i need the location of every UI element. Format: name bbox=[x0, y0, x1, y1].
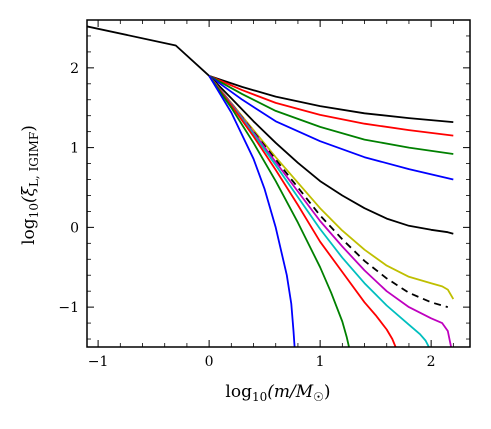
y-tick-label: 0 bbox=[70, 220, 79, 236]
series-line-11 bbox=[208, 75, 350, 347]
series-line-2 bbox=[208, 74, 454, 137]
x-tick-label: 0 bbox=[205, 354, 214, 370]
tick-layer: −1 0 1 2 −1 0 1 2 bbox=[58, 20, 470, 370]
x-tick-label: 2 bbox=[427, 354, 436, 370]
series-line-10 bbox=[208, 75, 397, 347]
series-line-3 bbox=[208, 75, 454, 155]
x-axis-label: log10(m/M☉) bbox=[225, 382, 330, 404]
series-line-4 bbox=[208, 75, 454, 181]
series-line-5 bbox=[208, 75, 454, 235]
series-line-6 bbox=[208, 75, 455, 300]
y-axis-label: log10(ξL, IGIMF) bbox=[19, 125, 41, 245]
series-line-12 bbox=[208, 75, 296, 347]
series-line-7 bbox=[208, 75, 449, 308]
y-tick-label: 1 bbox=[70, 141, 79, 157]
series-line-1 bbox=[87, 25, 454, 123]
y-tick-label: −1 bbox=[58, 300, 79, 316]
y-tick-label: 2 bbox=[70, 61, 79, 77]
plot-frame bbox=[86, 19, 471, 348]
series-line-8 bbox=[208, 75, 452, 347]
x-tick-label: 1 bbox=[316, 354, 325, 370]
series-line-9 bbox=[208, 75, 430, 347]
series-layer bbox=[87, 25, 455, 347]
x-tick-label: −1 bbox=[88, 354, 109, 370]
